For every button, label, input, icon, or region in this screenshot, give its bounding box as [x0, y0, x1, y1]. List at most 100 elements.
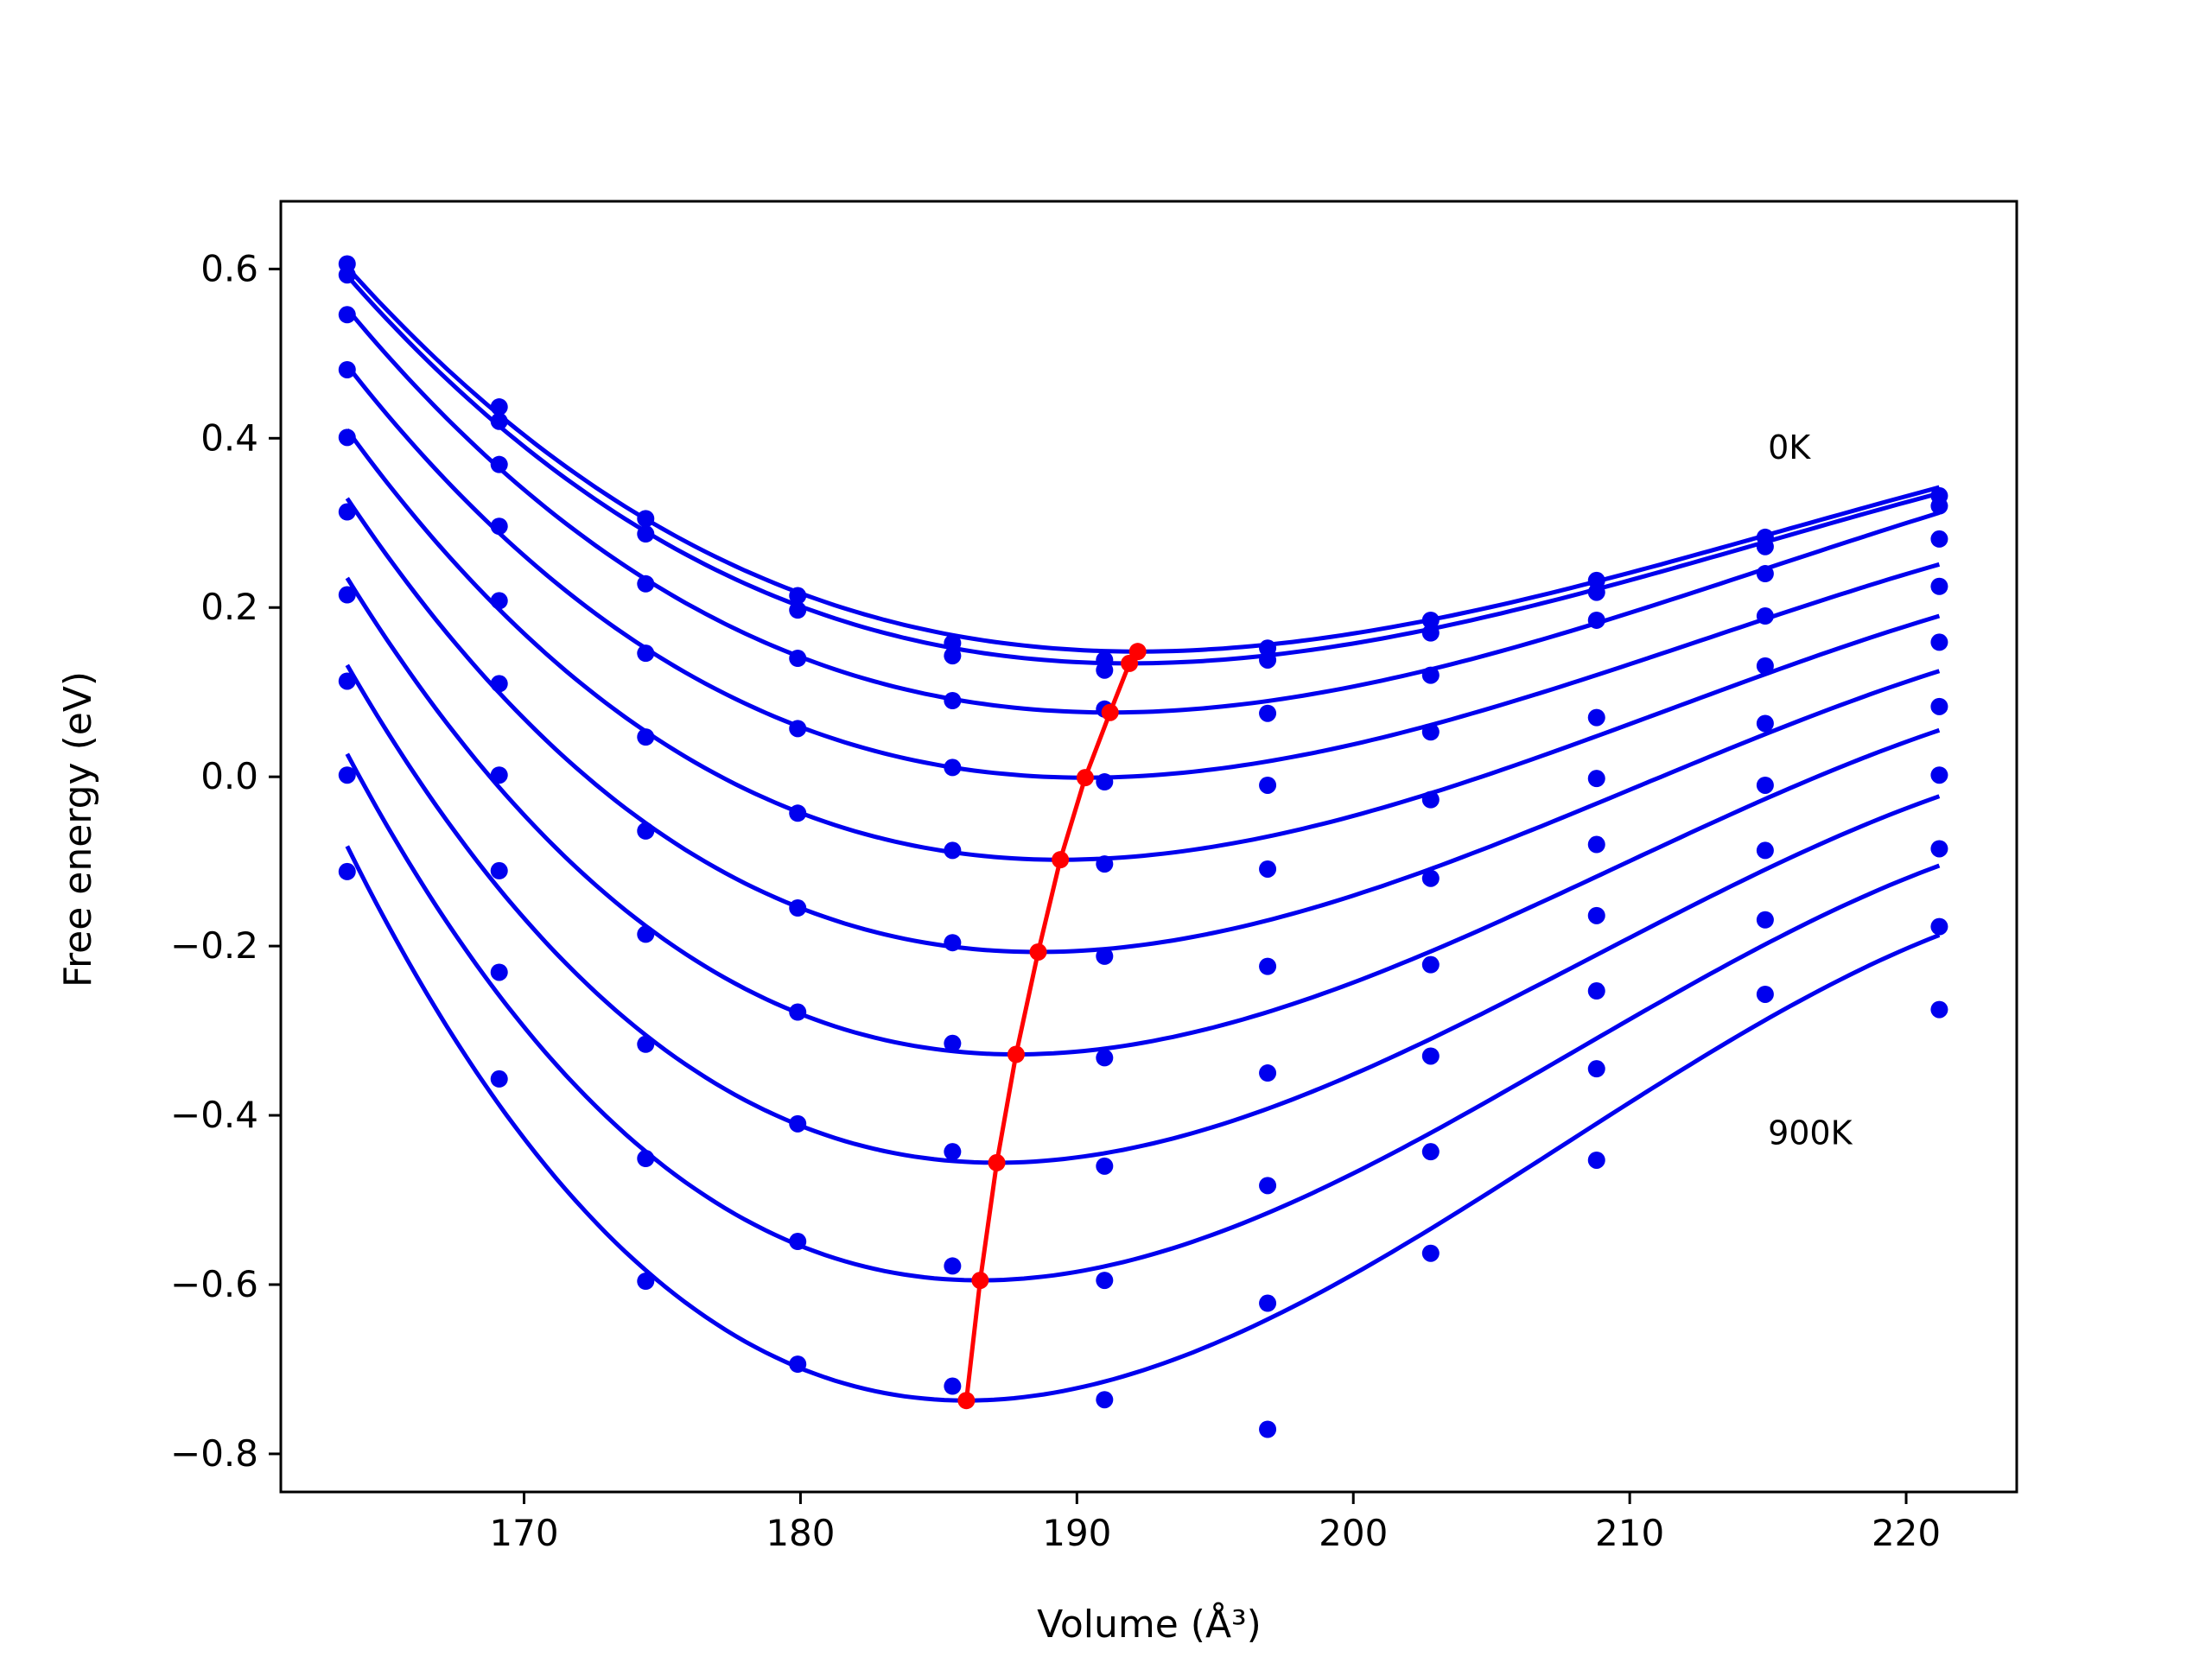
point-7-8	[1587, 982, 1605, 1000]
point-6-5	[1096, 1049, 1114, 1067]
minimum-point-2	[1101, 703, 1119, 721]
point-4-2	[637, 728, 655, 746]
point-1-6	[1259, 651, 1277, 669]
point-1-3	[789, 601, 807, 619]
minimum-point-9	[957, 1392, 976, 1410]
data-points	[338, 255, 1948, 1438]
point-2-2	[637, 574, 655, 593]
x-axis: 170 180 190 200 210 220	[489, 1492, 1941, 1554]
point-2-8	[1587, 611, 1605, 629]
point-3-2	[637, 644, 655, 663]
point-9-1	[490, 1070, 508, 1088]
point-6-10	[1930, 766, 1948, 784]
point-1-4	[944, 647, 962, 665]
point-7-3	[789, 1114, 807, 1133]
point-1-1	[490, 412, 508, 430]
y-tick-label-1: 0.4	[200, 416, 258, 459]
x-tick-label-0: 170	[489, 1512, 558, 1554]
fit-curve-5	[345, 497, 1941, 955]
point-4-9	[1756, 657, 1774, 675]
point-8-2	[637, 1150, 655, 1168]
point-9-5	[1096, 1391, 1114, 1409]
fit-curve-8	[345, 752, 1941, 1283]
point-0-4	[944, 634, 962, 652]
point-0-2	[637, 510, 655, 528]
x-tick-label-1: 180	[766, 1512, 835, 1554]
fit-curve-4	[345, 428, 1941, 862]
point-2-3	[789, 650, 807, 668]
point-2-1	[490, 455, 508, 473]
point-1-7	[1421, 624, 1440, 642]
point-7-2	[637, 1035, 655, 1053]
point-8-5	[1096, 1272, 1114, 1290]
point-5-6	[1259, 957, 1277, 975]
point-3-5	[1096, 773, 1114, 791]
point-2-7	[1421, 666, 1440, 684]
point-6-3	[789, 1003, 807, 1021]
point-9-2	[637, 1273, 655, 1291]
point-5-10	[1930, 697, 1948, 715]
minimum-point-7	[988, 1153, 1006, 1171]
minimum-point-3	[1076, 769, 1094, 787]
x-tick-label-3: 200	[1319, 1512, 1388, 1554]
minima-line	[963, 650, 1140, 1401]
fit-curve-7	[345, 663, 1941, 1165]
point-3-3	[789, 720, 807, 738]
point-6-0	[338, 586, 356, 604]
point-0-1	[490, 398, 508, 416]
point-0-3	[789, 587, 807, 605]
point-1-0	[338, 266, 356, 284]
point-3-10	[1930, 577, 1948, 595]
fit-curve-3	[345, 364, 1941, 780]
point-5-5	[1096, 947, 1114, 965]
point-8-3	[789, 1233, 807, 1251]
point-1-2	[637, 525, 655, 543]
point-7-4	[944, 1143, 962, 1161]
fit-curves	[345, 265, 1941, 1403]
point-5-7	[1421, 869, 1440, 887]
x-tick-label-2: 190	[1042, 1512, 1111, 1554]
point-5-2	[637, 822, 655, 840]
point-3-6	[1259, 776, 1277, 794]
point-4-1	[490, 592, 508, 610]
point-4-5	[1096, 855, 1114, 873]
point-1-8	[1587, 583, 1605, 601]
point-7-5	[1096, 1157, 1114, 1175]
point-9-4	[944, 1377, 962, 1395]
point-9-10	[1930, 1000, 1948, 1019]
x-axis-label: Volume (Å³)	[1037, 1601, 1262, 1647]
point-6-8	[1587, 906, 1605, 924]
point-4-4	[944, 841, 962, 860]
point-9-9	[1756, 985, 1774, 1003]
y-axis-label: Free energy (eV)	[56, 671, 100, 987]
point-3-4	[944, 759, 962, 777]
fit-curve-1	[345, 274, 1941, 666]
point-7-0	[338, 672, 356, 690]
point-4-7	[1421, 790, 1440, 809]
point-9-3	[789, 1355, 807, 1374]
point-8-7	[1421, 1143, 1440, 1161]
point-8-0	[338, 766, 356, 784]
point-9-0	[338, 862, 356, 880]
point-1-10	[1930, 497, 1948, 515]
point-0-7	[1421, 611, 1440, 629]
point-2-6	[1259, 704, 1277, 722]
minimum-point-1	[1121, 654, 1139, 672]
point-4-0	[338, 428, 356, 447]
annotation-0k: 0K	[1768, 428, 1811, 467]
y-tick-label-3: 0.0	[200, 755, 258, 797]
point-4-6	[1259, 860, 1277, 878]
point-3-8	[1587, 708, 1605, 727]
point-9-6	[1259, 1420, 1277, 1438]
point-3-7	[1421, 723, 1440, 741]
minimum-point-6	[1007, 1045, 1025, 1063]
point-1-5	[1096, 661, 1114, 679]
point-3-0	[338, 360, 356, 378]
point-8-1	[490, 963, 508, 981]
point-5-1	[490, 675, 508, 693]
point-5-4	[944, 934, 962, 952]
point-2-10	[1930, 530, 1948, 548]
point-7-10	[1930, 840, 1948, 858]
